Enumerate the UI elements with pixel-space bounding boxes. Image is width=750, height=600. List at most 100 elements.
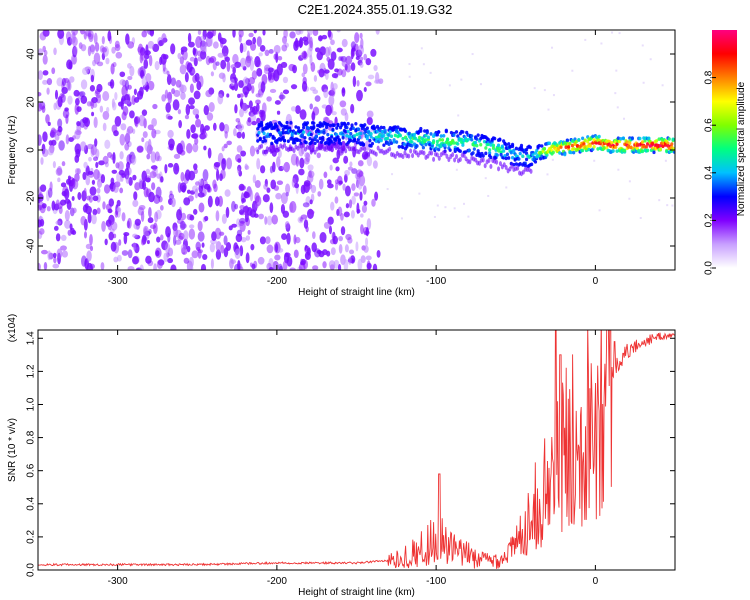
heatmap-noise-blob xyxy=(366,218,372,230)
heatmap-noise-blob xyxy=(127,41,135,49)
heatmap-noise-pixel xyxy=(616,106,619,109)
heatmap-noise-blob xyxy=(343,155,349,164)
heatmap-noise-pixel xyxy=(666,204,669,207)
heatmap-ridge-cell xyxy=(326,132,330,137)
heatmap-noise-blob xyxy=(85,243,92,250)
heatmap-noise-blob xyxy=(114,115,122,127)
heatmap-noise-blob xyxy=(243,191,248,199)
heatmap-ridge-cell xyxy=(281,127,285,132)
heatmap-noise-blob xyxy=(193,208,198,215)
heatmap-ridge-cell xyxy=(401,136,405,141)
heatmap-noise-blob xyxy=(290,84,298,90)
heatmap-noise-blob xyxy=(129,110,135,119)
heatmap-noise-blob xyxy=(219,122,225,132)
heatmap-ridge-cell xyxy=(259,120,264,125)
heatmap-ridge-cell xyxy=(460,137,464,142)
heatmap-noise-blob xyxy=(193,163,198,171)
heatmap-ridge-cell xyxy=(491,146,496,150)
heatmap-noise-blob xyxy=(252,36,257,45)
heatmap-noise-blob xyxy=(58,206,63,214)
heatmap-noise-pixel xyxy=(552,94,555,97)
heatmap-noise-blob xyxy=(167,163,174,168)
heatmap-noise-pixel xyxy=(546,173,549,176)
heatmap-ridge-cell xyxy=(352,134,357,138)
heatmap-ridge-cell xyxy=(533,160,538,164)
heatmap-ridge-cell xyxy=(559,145,563,149)
heatmap-noise-blob xyxy=(307,170,315,179)
heatmap-noise-blob xyxy=(234,203,239,210)
heatmap-noise-pixel xyxy=(664,159,667,162)
heatmap-ridge-cell xyxy=(379,138,383,143)
heatmap-ridge-cell xyxy=(496,143,501,148)
heatmap-noise-blob xyxy=(226,60,231,73)
heatmap-ridge-cell xyxy=(272,136,276,140)
heatmap-noise-blob xyxy=(177,52,182,60)
heatmap-noise-blob xyxy=(375,30,380,35)
heatmap-ridge-cell xyxy=(625,140,629,144)
heatmap-ridge-cell xyxy=(498,138,502,142)
heatmap-noise-blob xyxy=(147,80,155,91)
heatmap-noise-blob xyxy=(282,210,290,218)
heatmap-noise-blob xyxy=(94,138,98,147)
heatmap-noise-blob xyxy=(262,30,266,36)
heatmap-noise-blob xyxy=(374,79,381,84)
heatmap-ridge-halo xyxy=(342,145,346,151)
heatmap-ridge-cell xyxy=(570,143,575,148)
heatmap-noise-blob xyxy=(146,153,151,160)
heatmap-noise-blob xyxy=(111,46,116,54)
heatmap-noise-blob xyxy=(376,250,381,258)
heatmap-noise-blob xyxy=(359,191,363,201)
heatmap-noise-blob xyxy=(238,183,245,191)
heatmap-ridge-cell xyxy=(470,137,474,142)
heatmap-noise-blob xyxy=(236,229,243,237)
heatmap-noise-blob xyxy=(166,91,173,100)
heatmap-noise-blob xyxy=(231,223,237,228)
heatmap-noise-blob xyxy=(147,217,154,224)
heatmap-noise-pixel xyxy=(614,92,617,95)
heatmap-ridge-cell xyxy=(572,146,576,151)
heatmap-noise-blob xyxy=(48,140,53,146)
heatmap-noise-blob xyxy=(164,164,168,174)
heatmap-noise-blob xyxy=(116,199,121,207)
heatmap-ridge-halo xyxy=(344,148,348,154)
heatmap-ridge-cell xyxy=(431,140,436,145)
heatmap-noise-blob xyxy=(148,55,153,67)
heatmap-ridge-cell xyxy=(368,138,372,143)
heatmap-noise-blob xyxy=(83,161,88,169)
heatmap-ridge-cell xyxy=(407,131,411,136)
heatmap-noise-blob xyxy=(80,215,87,226)
heatmap-ridge-cell xyxy=(294,131,298,135)
heatmap-noise-blob xyxy=(57,30,65,39)
heatmap-noise-blob xyxy=(331,72,339,79)
heatmap-ridge-cell xyxy=(488,151,492,155)
heatmap-noise-blob xyxy=(52,161,56,169)
heatmap-noise-blob xyxy=(300,184,306,195)
heatmap-noise-blob xyxy=(235,154,242,163)
heatmap-ridge-cell xyxy=(434,146,438,151)
heatmap-ridge-cell xyxy=(340,121,344,126)
heatmap-noise-blob xyxy=(132,256,139,265)
heatmap-ridge-cell xyxy=(270,141,274,146)
heatmap-noise-blob xyxy=(88,33,94,43)
heatmap-noise-blob xyxy=(352,75,357,88)
heatmap-noise-blob xyxy=(107,30,112,42)
heatmap-noise-blob xyxy=(61,250,69,258)
heatmap-ridge-halo xyxy=(292,148,296,154)
heatmap-ridge-cell xyxy=(369,135,373,139)
heatmap-noise-blob xyxy=(362,185,367,195)
heatmap-ridge-cell xyxy=(452,141,456,145)
heatmap-noise-blob xyxy=(186,143,193,154)
heatmap-ridge-cell xyxy=(626,144,631,148)
heatmap-noise-blob xyxy=(340,226,346,236)
heatmap-noise-blob xyxy=(233,128,237,137)
heatmap-noise-blob xyxy=(241,131,245,140)
heatmap-ridge-cell xyxy=(646,148,650,153)
heatmap-noise-blob xyxy=(192,142,199,153)
heatmap-noise-blob xyxy=(125,33,130,45)
heatmap-noise-blob xyxy=(337,175,343,186)
heatmap-ridge-cell xyxy=(602,146,606,150)
heatmap-noise-blob xyxy=(96,61,104,67)
heatmap-ridge-halo xyxy=(504,165,508,171)
heatmap-noise-blob xyxy=(112,233,117,239)
heatmap-noise-pixel xyxy=(460,78,463,81)
